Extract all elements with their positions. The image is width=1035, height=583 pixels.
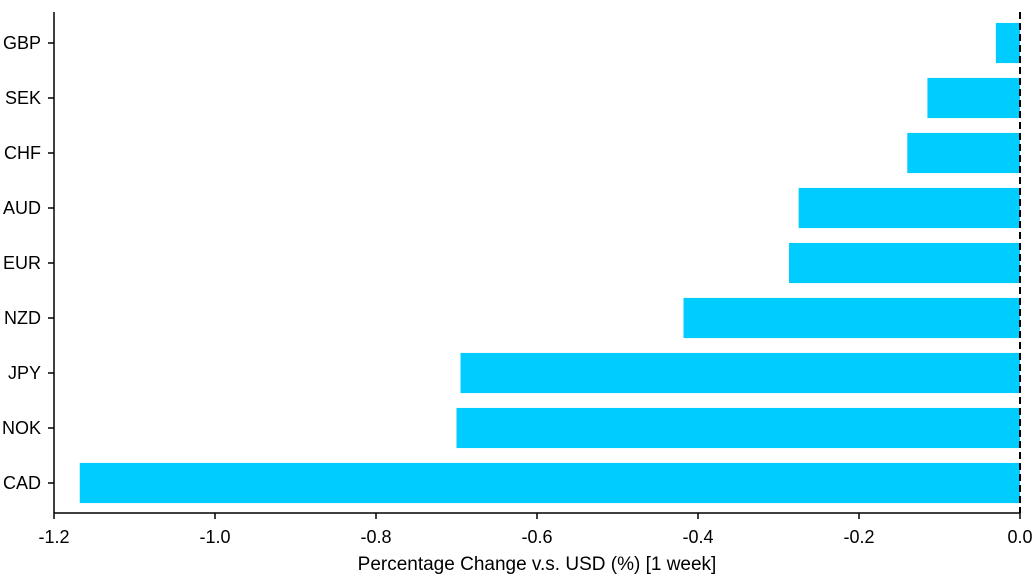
y-tick-label-gbp: GBP: [3, 33, 41, 53]
x-tick-label: -0.6: [521, 527, 552, 547]
x-tick-label: -1.0: [199, 527, 230, 547]
x-axis-label: Percentage Change v.s. USD (%) [1 week]: [358, 554, 717, 575]
bar-jpy: [460, 352, 1020, 394]
bar-sek: [927, 77, 1020, 119]
bars-layer: [79, 22, 1020, 504]
axes-layer: [48, 12, 1021, 519]
bar-chf: [907, 132, 1020, 174]
x-tick-label: -0.2: [843, 527, 874, 547]
y-tick-label-nok: NOK: [2, 418, 41, 438]
x-tick-label: -1.2: [38, 527, 69, 547]
y-tick-label-chf: CHF: [4, 143, 41, 163]
x-tick-label: -0.4: [682, 527, 713, 547]
x-tick-label: 0.0: [1007, 527, 1032, 547]
bar-eur: [788, 242, 1020, 284]
y-tick-label-nzd: NZD: [4, 308, 41, 328]
bar-nok: [456, 407, 1020, 449]
bar-gbp: [995, 22, 1020, 64]
bar-nzd: [683, 297, 1020, 339]
y-tick-label-jpy: JPY: [8, 363, 41, 383]
labels-layer: GBP SEK CHF AUD EUR NZD JPY NOK CAD -1.2 -1.0 -0.8 -…: [2, 33, 1033, 547]
y-tick-label-sek: SEK: [5, 88, 41, 108]
bar-aud: [798, 187, 1020, 229]
bar-cad: [79, 462, 1020, 504]
y-tick-label-eur: EUR: [3, 253, 41, 273]
x-tick-label: -0.8: [360, 527, 391, 547]
y-tick-label-cad: CAD: [3, 473, 41, 493]
y-tick-label-aud: AUD: [3, 198, 41, 218]
